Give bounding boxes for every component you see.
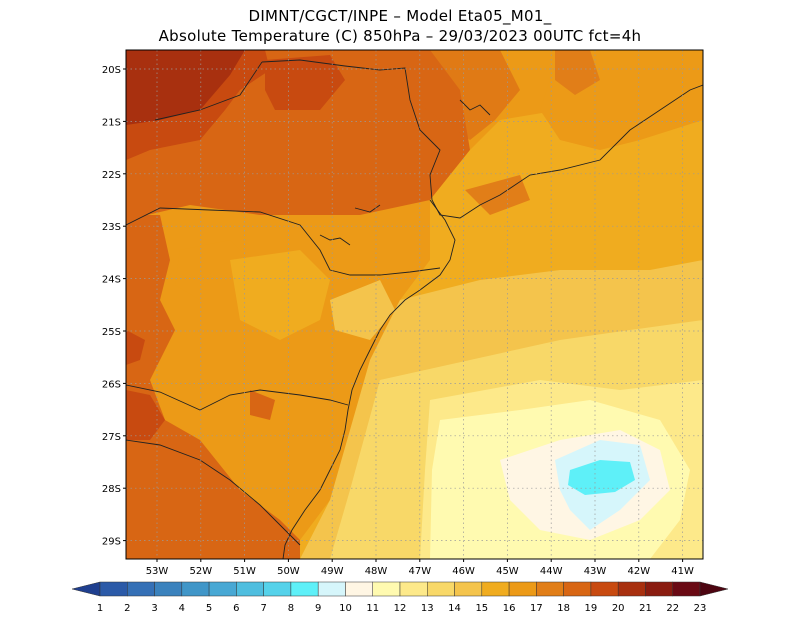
map-title-line-2: Absolute Temperature (C) 850hPa – 29/03/… xyxy=(158,27,642,45)
latitude-label: 21S xyxy=(102,117,121,128)
colorbar-label: 23 xyxy=(694,603,707,614)
colorbar-swatch xyxy=(290,581,319,597)
latitude-label: 27S xyxy=(102,432,121,443)
colorbar-swatch xyxy=(208,581,237,597)
longitude-label: 46W xyxy=(452,566,475,577)
colorbar-label: 14 xyxy=(448,603,461,614)
colorbar-label: 19 xyxy=(585,603,598,614)
colorbar-label: 21 xyxy=(639,603,652,614)
grid-lines xyxy=(126,50,703,559)
colorbar-swatch xyxy=(127,581,155,597)
colorbar-label: 10 xyxy=(339,603,352,614)
latitude-label: 29S xyxy=(102,537,121,548)
longitude-label: 42W xyxy=(627,566,650,577)
colorbar-label: 2 xyxy=(124,603,130,614)
colorbar-swatch xyxy=(263,581,292,597)
colorbar-label: 11 xyxy=(366,603,379,614)
colorbar-swatch xyxy=(317,581,346,597)
colorbar-swatch xyxy=(617,581,646,597)
colorbar-label: 18 xyxy=(557,603,570,614)
colorbar-swatch xyxy=(563,581,592,597)
colorbar-swatch xyxy=(154,581,183,597)
colorbar-label: 16 xyxy=(503,603,516,614)
colorbar-label: 1 xyxy=(97,603,103,614)
colorbar-swatch xyxy=(481,581,510,597)
longitude-label: 50W xyxy=(277,566,300,577)
colorbar-label: 20 xyxy=(612,603,625,614)
latitude-label: 22S xyxy=(102,170,121,181)
colorbar-label: 5 xyxy=(206,603,212,614)
map-frame xyxy=(125,49,704,560)
longitude-label: 44W xyxy=(540,566,563,577)
colorbar-label: 8 xyxy=(288,603,294,614)
longitude-label: 48W xyxy=(365,566,388,577)
latitude-label: 25S xyxy=(102,327,121,338)
temperature-field xyxy=(126,50,703,559)
colorbar-label: 17 xyxy=(530,603,543,614)
colorbar-swatch xyxy=(399,581,428,597)
colorbar-min-arrow xyxy=(71,581,101,597)
latitude-label: 20S xyxy=(102,65,121,76)
colorbar-swatch xyxy=(590,581,619,597)
latitude-label: 24S xyxy=(102,275,121,286)
longitude-label: 41W xyxy=(671,566,694,577)
colorbar-swatch xyxy=(672,581,701,597)
colorbar-swatch xyxy=(508,581,537,597)
colorbar-swatch xyxy=(236,581,264,597)
colorbar-max-arrow xyxy=(699,581,729,597)
map-title-line-1: DIMNT/CGCT/INPE – Model Eta05_M01_ xyxy=(248,7,552,25)
longitude-label: 52W xyxy=(189,566,212,577)
latitude-labels: 20S 21S 22S 23S 24S 25S 26S 27S 28S 29S xyxy=(102,65,126,548)
colorbar-swatch xyxy=(372,581,401,597)
colorbar-swatch xyxy=(427,581,455,597)
colorbar-label: 4 xyxy=(179,603,185,614)
latitude-label: 28S xyxy=(102,484,121,495)
colorbar-label: 22 xyxy=(666,603,679,614)
colorbar-swatch xyxy=(345,581,373,597)
colorbar-label: 12 xyxy=(394,603,407,614)
longitude-label: 47W xyxy=(408,566,431,577)
colorbar-swatch xyxy=(99,581,128,597)
colorbar-label: 13 xyxy=(421,603,434,614)
latitude-label: 23S xyxy=(102,222,121,233)
longitude-labels: 53W 52W 51W 50W 49W 48W 47W 46W 45W 44W 43W 42W 41W xyxy=(146,559,694,577)
colorbar-label: 3 xyxy=(151,603,157,614)
colorbar-swatch xyxy=(536,581,564,597)
longitude-label: 45W xyxy=(496,566,519,577)
colorbar-swatch xyxy=(454,581,483,597)
colorbar-swatch xyxy=(181,581,210,597)
longitude-label: 53W xyxy=(146,566,169,577)
latitude-label: 26S xyxy=(102,379,121,390)
colorbar-label: 7 xyxy=(260,603,266,614)
colorbar-swatch xyxy=(645,581,673,597)
longitude-label: 43W xyxy=(584,566,607,577)
colorbar-label: 6 xyxy=(233,603,239,614)
longitude-label: 51W xyxy=(233,566,256,577)
colorbar-label: 15 xyxy=(475,603,488,614)
longitude-label: 49W xyxy=(321,566,344,577)
colorbar-label: 9 xyxy=(315,603,321,614)
